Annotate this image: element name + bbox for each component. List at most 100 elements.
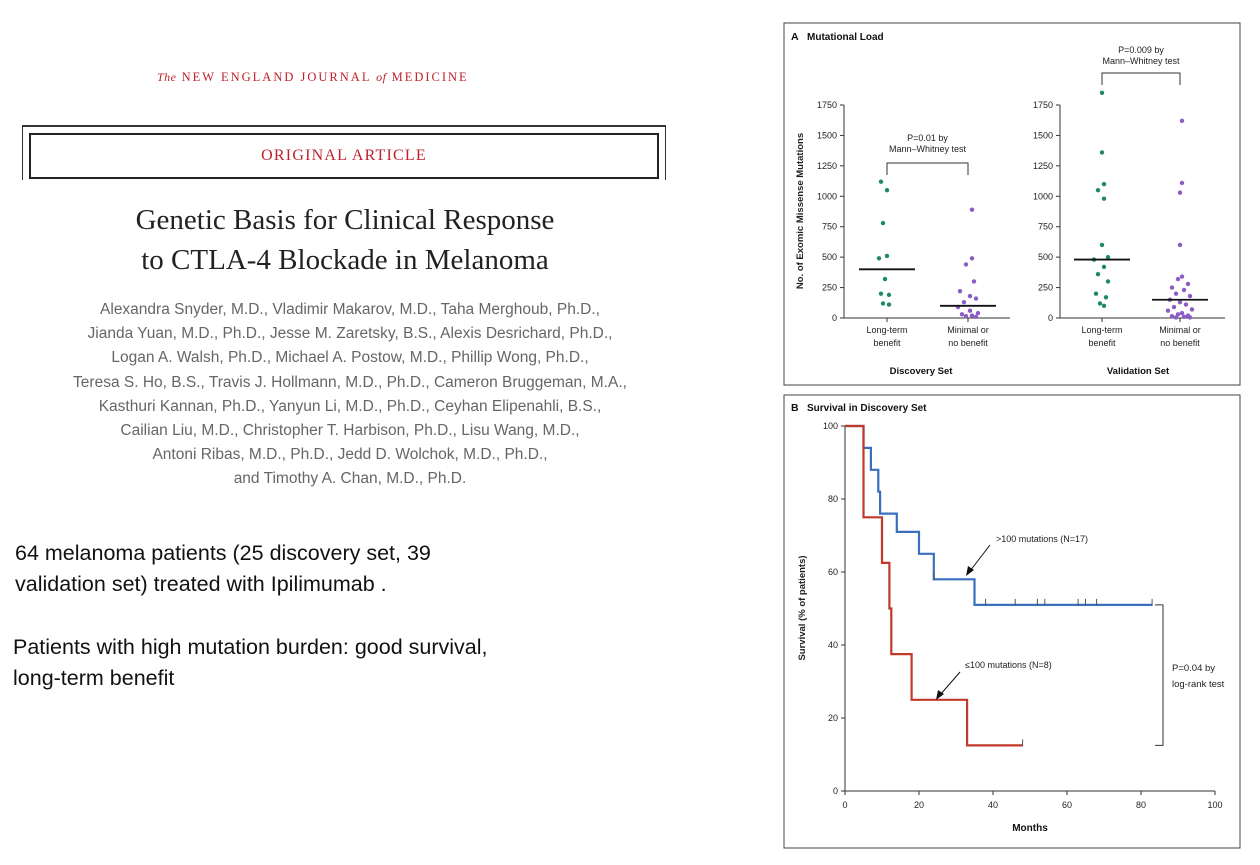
data-point xyxy=(1101,264,1107,270)
x-tick-label: 80 xyxy=(1136,800,1146,810)
y-axis-label: No. of Exomic Missense Mutations xyxy=(795,133,806,289)
data-point xyxy=(884,188,890,193)
y-tick-label: 1750 xyxy=(1033,100,1053,110)
y-tick-label: 0 xyxy=(832,313,837,323)
survival-curve xyxy=(845,424,1023,747)
series-label-low: ≤100 mutations (N=8) xyxy=(965,660,1052,670)
p-value-annotation: P=0.04 by xyxy=(1172,663,1215,674)
y-tick-label: 500 xyxy=(1038,252,1053,262)
data-point xyxy=(1095,271,1101,277)
series-label-high: >100 mutations (N=17) xyxy=(996,534,1088,544)
data-point xyxy=(878,291,884,296)
y-tick-label: 80 xyxy=(828,494,838,504)
panel-label: A xyxy=(791,31,799,43)
data-point xyxy=(967,293,973,299)
data-point xyxy=(1099,242,1105,248)
series-arrow xyxy=(969,544,991,572)
y-tick-label: 750 xyxy=(1038,222,1053,232)
note-line: 64 melanoma patients (25 discovery set, … xyxy=(15,541,431,565)
data-point xyxy=(1179,118,1185,124)
data-point xyxy=(1177,242,1183,248)
category-label: Minimal or xyxy=(1159,325,1201,335)
data-point xyxy=(1093,291,1099,296)
y-tick-label: 250 xyxy=(822,283,837,293)
p-value-annotation: Mann–Whitney test xyxy=(889,144,967,154)
category-label: benefit xyxy=(1088,338,1116,348)
author-line: Jianda Yuan, M.D., Ph.D., Jesse M. Zaret… xyxy=(87,325,613,343)
y-tick-label: 0 xyxy=(833,786,838,796)
panel-label: B xyxy=(791,402,799,414)
data-point xyxy=(1179,274,1185,279)
author-line: Teresa S. Ho, B.S., Travis J. Hollmann, … xyxy=(73,373,627,391)
author-line: Antoni Ribas, M.D., Ph.D., Jedd D. Wolch… xyxy=(152,446,548,464)
survival-curve xyxy=(845,424,1153,606)
y-tick-label: 20 xyxy=(828,713,838,723)
data-point xyxy=(880,220,886,226)
note-line: Patients with high mutation burden: good… xyxy=(13,635,488,659)
set-label: Discovery Set xyxy=(890,366,954,377)
data-point xyxy=(1173,291,1179,296)
article-title: Genetic Basis for Clinical Response to C… xyxy=(40,200,650,280)
data-point xyxy=(886,302,892,307)
data-point xyxy=(1105,254,1111,260)
p-value-annotation: log-rank test xyxy=(1172,679,1225,690)
category-label: Minimal or xyxy=(947,325,989,335)
data-point xyxy=(975,310,981,316)
data-point xyxy=(1179,310,1185,316)
category-label: no benefit xyxy=(948,338,988,348)
author-list: Alexandra Snyder, M.D., Vladimir Makarov… xyxy=(30,298,670,492)
category-label: no benefit xyxy=(1160,338,1200,348)
data-point xyxy=(1099,150,1105,155)
journal-masthead: The NEW ENGLAND JOURNAL of MEDICINE xyxy=(157,70,537,85)
data-point xyxy=(1179,180,1185,186)
y-tick-label: 0 xyxy=(1048,313,1053,323)
arrow-head xyxy=(936,690,944,700)
category-label: benefit xyxy=(873,338,901,348)
data-point xyxy=(973,296,979,301)
data-point xyxy=(1187,315,1193,320)
note-finding: Patients with high mutation burden: good… xyxy=(13,632,487,694)
x-tick-label: 40 xyxy=(988,800,998,810)
data-point xyxy=(1101,303,1107,309)
note-cohort: 64 melanoma patients (25 discovery set, … xyxy=(15,538,431,600)
data-point xyxy=(963,313,969,319)
data-point xyxy=(1189,307,1195,312)
author-line: Logan A. Walsh, Ph.D., Michael A. Postow… xyxy=(111,349,589,367)
data-point xyxy=(967,308,973,313)
data-point xyxy=(1169,313,1175,319)
data-point xyxy=(961,299,967,305)
category-label: Long-term xyxy=(1081,325,1122,335)
data-point xyxy=(1175,276,1181,282)
set-label: Validation Set xyxy=(1107,366,1170,377)
y-tick-label: 1250 xyxy=(817,161,837,171)
data-point xyxy=(1173,315,1179,320)
arrow-head xyxy=(966,566,974,576)
data-point xyxy=(969,256,975,261)
data-point xyxy=(1101,181,1107,187)
article-type-banner: ORIGINAL ARTICLE xyxy=(22,125,666,180)
title-line: Genetic Basis for Clinical Response xyxy=(135,204,555,236)
note-line: validation set) treated with Ipilimumab … xyxy=(15,572,387,596)
data-point xyxy=(1103,295,1109,300)
panel-b-frame xyxy=(783,394,1241,849)
y-tick-label: 750 xyxy=(822,222,837,232)
data-point xyxy=(1097,301,1103,306)
data-point xyxy=(1169,285,1175,290)
y-tick-label: 1000 xyxy=(1033,191,1053,201)
significance-bracket xyxy=(1101,72,1181,85)
data-point xyxy=(959,312,965,317)
data-point xyxy=(1177,190,1183,195)
journal-of: of xyxy=(376,70,387,84)
significance-bracket xyxy=(886,162,969,175)
series-arrow xyxy=(939,671,961,696)
data-point xyxy=(973,314,979,319)
p-value-annotation: P=0.01 by xyxy=(907,133,948,143)
data-point xyxy=(1181,314,1187,319)
data-point xyxy=(969,207,975,212)
panel-title: Survival in Discovery Set xyxy=(807,403,927,414)
data-point xyxy=(1187,293,1193,299)
data-point xyxy=(1183,302,1189,307)
data-point xyxy=(884,253,890,259)
journal-main: NEW ENGLAND JOURNAL xyxy=(181,70,371,84)
